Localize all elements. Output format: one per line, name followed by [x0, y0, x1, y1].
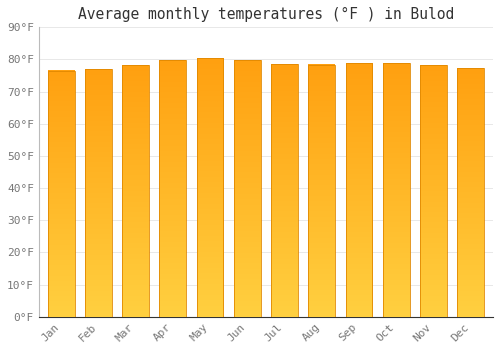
- Title: Average monthly temperatures (°F ) in Bulod: Average monthly temperatures (°F ) in Bu…: [78, 7, 454, 22]
- Bar: [122, 65, 149, 317]
- Bar: [420, 65, 447, 317]
- Bar: [85, 69, 112, 317]
- Bar: [458, 68, 484, 317]
- Bar: [196, 58, 224, 317]
- Bar: [308, 65, 335, 317]
- Bar: [271, 64, 298, 317]
- Bar: [346, 63, 372, 317]
- Bar: [383, 63, 409, 317]
- Bar: [48, 71, 74, 317]
- Bar: [160, 61, 186, 317]
- Bar: [234, 61, 260, 317]
